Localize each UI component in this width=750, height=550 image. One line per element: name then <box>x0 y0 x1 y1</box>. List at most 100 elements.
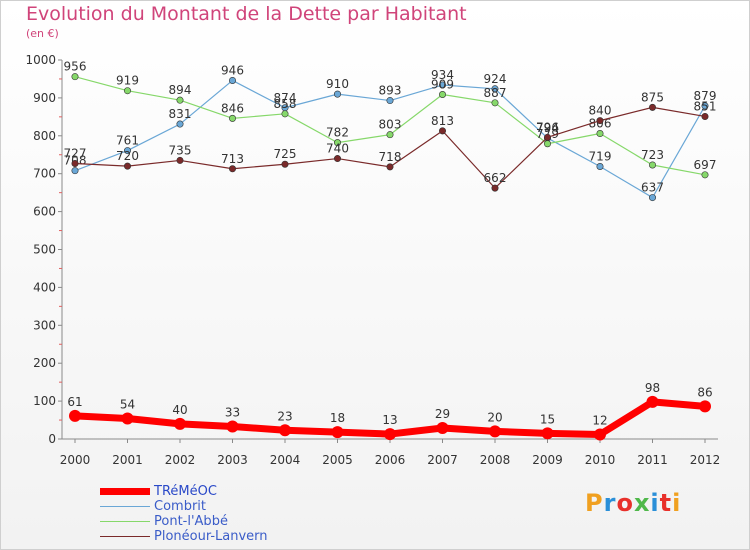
data-point <box>438 127 446 135</box>
data-label: 40 <box>172 403 187 417</box>
logo-letter: i <box>650 489 660 517</box>
data-label: 879 <box>694 89 717 103</box>
data-label: 20 <box>487 410 502 424</box>
y-tick-label: 800 <box>33 129 56 143</box>
data-point <box>438 81 446 89</box>
data-label: 875 <box>641 90 664 104</box>
data-point <box>648 161 656 169</box>
data-point <box>701 171 709 179</box>
legend-item: Pont-l'Abbé <box>100 514 400 529</box>
data-point <box>121 412 134 425</box>
data-label: 858 <box>274 97 297 111</box>
chart-title: Evolution du Montant de la Dette par Hab… <box>26 3 467 25</box>
data-label: 794 <box>536 121 559 135</box>
data-label: 720 <box>116 149 139 163</box>
data-point <box>124 147 132 155</box>
x-tick-label: 2008 <box>480 453 511 467</box>
x-tick-label: 2005 <box>322 453 353 467</box>
chart-subtitle: (en €) <box>26 27 59 40</box>
data-point <box>596 117 604 125</box>
data-label: 697 <box>694 158 717 172</box>
legend-item: Combrit <box>100 499 400 514</box>
data-point <box>541 427 554 440</box>
data-label: 893 <box>379 84 402 98</box>
data-point <box>69 409 81 422</box>
data-label: 894 <box>169 83 192 97</box>
x-tick-label: 2010 <box>585 453 616 467</box>
data-label: 934 <box>431 68 454 82</box>
data-label: 919 <box>116 74 139 88</box>
data-label: 813 <box>431 114 454 128</box>
y-tick-label: 1000 <box>25 53 56 67</box>
logo-letter: x <box>633 489 651 517</box>
y-tick-label: 700 <box>33 167 56 181</box>
chart-legend: TRéMéOC Combrit Pont-l'Abbé Plonéour-Lanver… <box>100 484 400 544</box>
data-point <box>648 194 656 202</box>
data-point <box>226 420 239 433</box>
data-label: 779 <box>536 127 559 141</box>
y-tick-label: 300 <box>33 318 56 332</box>
data-point <box>281 160 289 168</box>
data-label: 874 <box>274 91 297 105</box>
x-tick-label: 2003 <box>217 453 248 467</box>
x-tick-label: 2006 <box>375 453 406 467</box>
data-point <box>543 140 551 148</box>
data-label: 956 <box>64 60 87 74</box>
data-point <box>438 90 446 98</box>
data-label: 723 <box>641 148 664 162</box>
data-point <box>491 184 499 192</box>
data-point <box>594 428 606 441</box>
y-tick-label: 100 <box>33 394 56 408</box>
data-point <box>386 163 394 171</box>
data-point <box>701 112 709 120</box>
legend-swatch <box>100 488 150 495</box>
data-point <box>596 130 604 138</box>
data-label: 23 <box>277 409 292 423</box>
proxiti-logo: Proxiti <box>585 489 681 517</box>
data-label: 782 <box>326 126 349 140</box>
data-label: 887 <box>484 86 507 100</box>
data-point <box>699 400 711 413</box>
data-point <box>331 426 344 439</box>
x-tick-label: 2002 <box>165 453 196 467</box>
y-tick-label: 0 <box>48 432 56 446</box>
legend-label: Pont-l'Abbé <box>154 514 228 529</box>
x-tick-label: 2000 <box>60 453 91 467</box>
data-label: 13 <box>382 413 397 427</box>
data-point <box>71 159 79 167</box>
data-label: 86 <box>697 385 712 399</box>
data-label: 12 <box>592 413 607 427</box>
data-point <box>176 156 184 164</box>
data-point <box>384 428 396 441</box>
data-label: 740 <box>326 142 349 156</box>
y-tick-label: 500 <box>33 243 56 257</box>
legend-item: Plonéour-Lanvern <box>100 529 400 544</box>
logo-letter: t <box>659 489 673 517</box>
data-point <box>279 424 291 437</box>
data-point <box>124 87 132 95</box>
data-point <box>174 417 186 430</box>
x-tick-label: 2009 <box>532 453 563 467</box>
data-label: 840 <box>589 104 612 118</box>
y-tick-label: 600 <box>33 205 56 219</box>
data-label: 796 <box>536 120 559 134</box>
y-tick-label: 200 <box>33 356 56 370</box>
data-label: 98 <box>645 381 660 395</box>
legend-label: Plonéour-Lanvern <box>154 529 268 544</box>
data-point <box>701 102 709 110</box>
y-tick-label: 900 <box>33 91 56 105</box>
x-tick-label: 2011 <box>637 453 668 467</box>
data-point <box>124 162 132 170</box>
legend-swatch <box>100 506 150 507</box>
logo-letter: P <box>585 489 604 517</box>
data-point <box>491 85 499 93</box>
legend-swatch <box>100 521 150 522</box>
data-point <box>646 395 659 408</box>
data-point <box>176 96 184 104</box>
data-label: 33 <box>225 405 240 419</box>
data-point <box>436 422 449 435</box>
data-point <box>333 90 341 98</box>
data-point <box>71 73 79 81</box>
x-tick-label: 2012 <box>690 453 721 467</box>
logo-letter: r <box>603 489 617 517</box>
